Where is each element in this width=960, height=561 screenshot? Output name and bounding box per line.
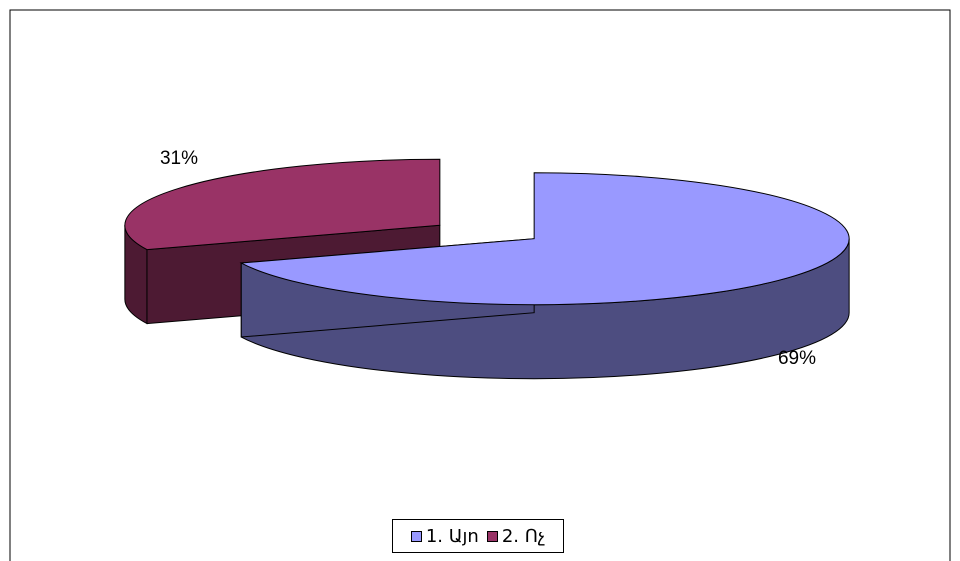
legend-item-no: 2. Ոչ: [486, 525, 546, 547]
legend-swatch-no: [486, 530, 498, 542]
legend-item-yes: 1. Այո: [410, 525, 479, 547]
legend-swatch-yes: [410, 530, 422, 542]
pie-data-labels: 69% 31%: [160, 148, 816, 369]
legend: 1. Այո 2. Ոչ: [392, 519, 564, 553]
slice-top-face: [239, 172, 850, 306]
pie-slices: [124, 158, 850, 380]
legend-label-yes: 1. Այո: [425, 525, 479, 547]
data-label-1: 31%: [160, 148, 198, 169]
pie-slice-0: [239, 172, 850, 380]
slice-top-face: [124, 158, 441, 251]
data-label-0: 69%: [778, 348, 816, 369]
legend-label-no: 2. Ոչ: [501, 525, 546, 547]
chart-border: [9, 9, 951, 561]
